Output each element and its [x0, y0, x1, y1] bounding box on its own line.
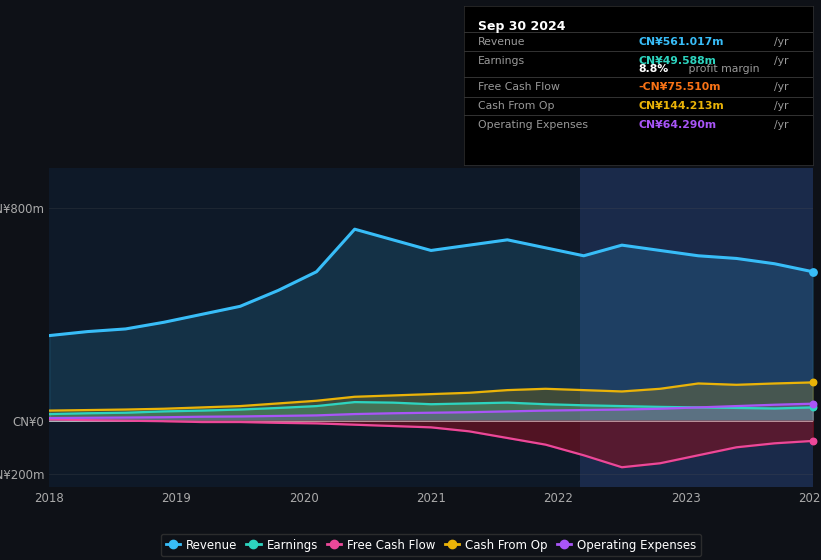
- Point: [806, 267, 819, 276]
- Text: Operating Expenses: Operating Expenses: [478, 120, 588, 130]
- Text: Revenue: Revenue: [478, 36, 525, 46]
- Bar: [580, 168, 813, 487]
- Text: Cash From Op: Cash From Op: [478, 101, 554, 111]
- Point: [806, 399, 819, 408]
- Point: [806, 403, 819, 412]
- Text: profit margin: profit margin: [686, 64, 760, 74]
- Text: /yr: /yr: [774, 101, 789, 111]
- Text: Earnings: Earnings: [478, 55, 525, 66]
- Point: [806, 378, 819, 387]
- Text: /yr: /yr: [774, 120, 789, 130]
- Legend: Revenue, Earnings, Free Cash Flow, Cash From Op, Operating Expenses: Revenue, Earnings, Free Cash Flow, Cash …: [161, 534, 701, 556]
- Text: CN¥561.017m: CN¥561.017m: [639, 36, 724, 46]
- Text: Free Cash Flow: Free Cash Flow: [478, 82, 560, 92]
- Text: /yr: /yr: [774, 82, 789, 92]
- Text: /yr: /yr: [774, 55, 789, 66]
- Text: CN¥144.213m: CN¥144.213m: [639, 101, 724, 111]
- Text: Sep 30 2024: Sep 30 2024: [478, 20, 566, 33]
- Text: CN¥64.290m: CN¥64.290m: [639, 120, 717, 130]
- Text: 8.8%: 8.8%: [639, 64, 668, 74]
- Text: CN¥49.588m: CN¥49.588m: [639, 55, 716, 66]
- Text: /yr: /yr: [774, 36, 789, 46]
- Point: [806, 436, 819, 445]
- Text: -CN¥75.510m: -CN¥75.510m: [639, 82, 721, 92]
